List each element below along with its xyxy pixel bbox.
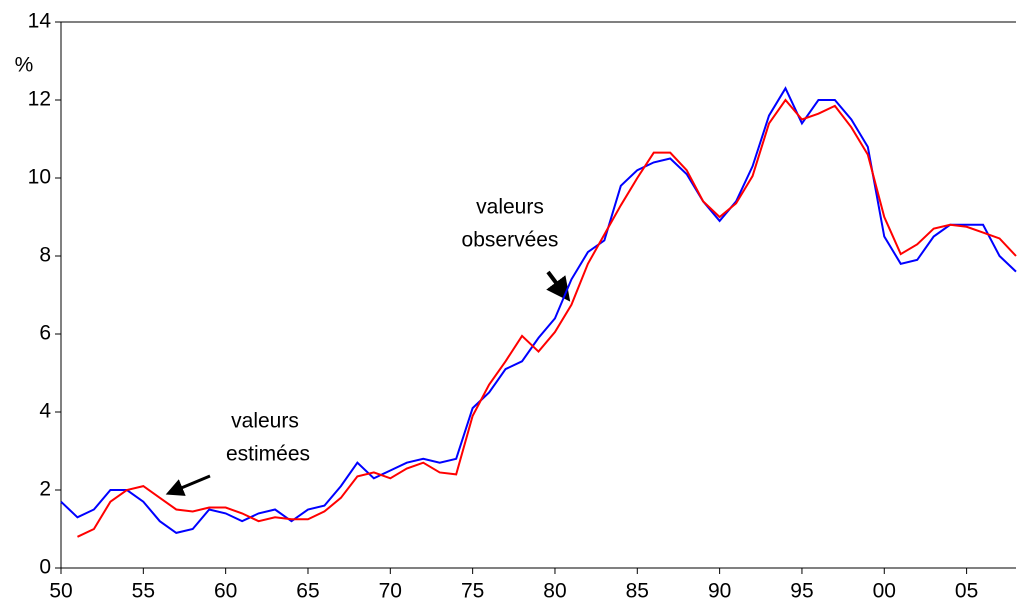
y-tick-label: 0 bbox=[39, 556, 51, 579]
x-tick-label: 00 bbox=[873, 580, 896, 603]
series-line bbox=[60, 86, 1017, 534]
x-tick-label: 50 bbox=[49, 580, 72, 603]
x-tick-label: 85 bbox=[626, 580, 649, 603]
annotation-line: estimées bbox=[226, 443, 310, 466]
annotation-line: valeurs bbox=[231, 410, 299, 433]
x-tick-label: 80 bbox=[543, 580, 566, 603]
series-line bbox=[77, 98, 1017, 538]
y-tick-label: 10 bbox=[28, 166, 51, 189]
y-tick-label: 2 bbox=[39, 478, 51, 501]
annotation-line: observées bbox=[462, 229, 559, 252]
annotation-arrow bbox=[165, 474, 211, 496]
x-tick-label: 55 bbox=[132, 580, 155, 603]
plot-frame bbox=[60, 21, 1016, 569]
annotation-line: valeurs bbox=[476, 196, 544, 219]
x-tick-label: 90 bbox=[708, 580, 731, 603]
y-tick-label: 14 bbox=[28, 10, 52, 33]
y-tick-label: 6 bbox=[39, 322, 51, 345]
x-tick-label: 65 bbox=[296, 580, 319, 603]
y-tick-label: 4 bbox=[39, 400, 51, 423]
y-unit-label: % bbox=[15, 54, 34, 77]
x-tick-label: 05 bbox=[955, 580, 978, 603]
x-tick-label: 95 bbox=[790, 580, 813, 603]
x-tick-label: 75 bbox=[461, 580, 484, 603]
annotation-arrow bbox=[546, 270, 571, 302]
y-tick-label: 12 bbox=[28, 88, 51, 111]
x-tick-label: 60 bbox=[214, 580, 237, 603]
x-tick-label: 70 bbox=[379, 580, 402, 603]
y-tick-label: 8 bbox=[39, 244, 51, 267]
